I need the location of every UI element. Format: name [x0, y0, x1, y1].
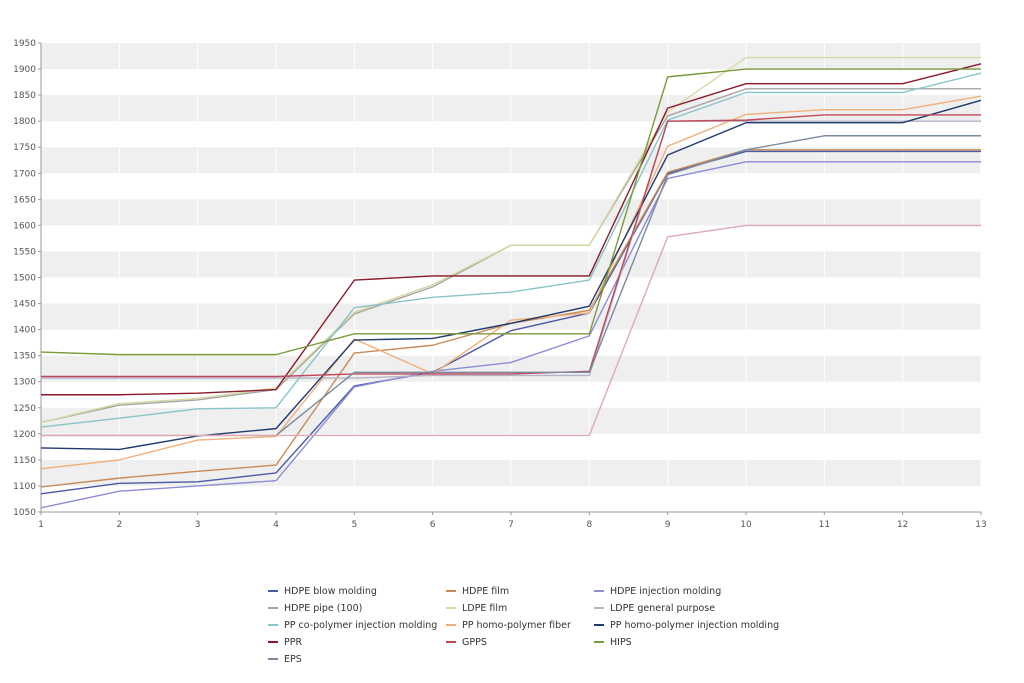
series-line-pp-co-polymer-injection-molding	[40, 72, 982, 428]
legend-item: PPR	[268, 637, 302, 653]
legend-swatch	[268, 657, 278, 660]
series-line-ppr	[41, 63, 982, 396]
legend-label: PP homo-polymer injection molding	[610, 620, 780, 631]
y-tick-label: 1850	[13, 91, 36, 101]
x-tick-label: 2	[116, 520, 122, 530]
legend-item: HDPE blow molding	[268, 586, 377, 602]
x-tick-label: 7	[508, 520, 514, 530]
y-tick-label: 1350	[13, 352, 36, 362]
legend-label: PPR	[284, 637, 303, 648]
legend-item: HDPE injection molding	[594, 586, 721, 602]
legend-swatch	[268, 623, 278, 626]
series-line-gpps	[41, 114, 981, 378]
series-line-hdpe-blow-molding	[40, 150, 981, 495]
x-tick-label: 5	[351, 520, 357, 530]
y-tick-label: 1450	[13, 300, 36, 310]
legend-item: LDPE film	[446, 603, 507, 619]
legend-label: EPS	[284, 654, 302, 665]
legend-swatch	[268, 640, 278, 643]
series-line-hdpe-injection-molding	[40, 161, 981, 509]
legend-item: EPS	[268, 654, 302, 670]
legend-swatch	[594, 606, 604, 609]
legend-swatch	[446, 640, 456, 643]
legend-item: HDPE pipe (100)	[268, 603, 362, 619]
y-tick-label: 1950	[13, 39, 36, 49]
legend-item: PP homo-polymer injection molding	[594, 620, 779, 636]
y-tick-label: 1600	[13, 221, 36, 231]
legend-item: PP co-polymer injection molding	[268, 620, 437, 636]
legend-label: LDPE film	[462, 603, 508, 614]
y-tick-label: 1900	[13, 65, 36, 75]
x-tick-label: 12	[897, 520, 908, 530]
legend-swatch	[594, 589, 604, 592]
series-line-hips	[40, 68, 981, 356]
legend-item: PP homo-polymer fiber	[446, 620, 571, 636]
y-tick-label: 1250	[13, 404, 36, 414]
x-tick-label: 6	[430, 520, 436, 530]
legend-swatch	[594, 623, 604, 626]
y-tick-label: 1500	[13, 274, 36, 284]
series-line-pp-homo-polymer-fiber	[40, 95, 982, 470]
legend-item: HDPE film	[446, 586, 509, 602]
y-tick-label: 1650	[13, 195, 36, 205]
legend-item: HIPS	[594, 637, 632, 653]
series-line-ldpe-general-purpose	[41, 120, 981, 379]
x-tick-label: 9	[665, 520, 671, 530]
legend-label: HDPE film	[462, 586, 510, 597]
chart-plot-svg: 1050 1100 1150 1200 1250 1300 1350 1400 1450 1500…	[13, 39, 987, 530]
series-line-ldpe-film	[40, 56, 981, 424]
legend-label: HDPE injection molding	[610, 586, 722, 597]
y-tick-label: 1550	[13, 247, 36, 257]
y-tick-label: 1200	[13, 430, 36, 440]
y-tick-label: 1150	[13, 456, 36, 466]
legend-label: HDPE pipe (100)	[284, 603, 363, 614]
legend-swatch	[446, 606, 456, 609]
x-tick-label: 10	[740, 520, 752, 530]
y-tick-label: 1750	[13, 143, 36, 153]
y-tick-label: 1700	[13, 169, 36, 179]
legend-label: GPPS	[462, 637, 487, 648]
y-tick-label: 1400	[13, 326, 36, 336]
y-tick-label: 1050	[13, 508, 36, 518]
legend-swatch	[268, 589, 278, 592]
legend-swatch	[446, 589, 456, 592]
legend-swatch	[594, 640, 604, 643]
legend-swatch	[446, 623, 456, 626]
x-tick-label: 8	[586, 520, 592, 530]
x-tick-label: 3	[195, 520, 201, 530]
legend-item: GPPS	[446, 637, 487, 653]
legend-label: PP homo-polymer fiber	[462, 620, 571, 631]
legend-swatch	[268, 606, 278, 609]
x-tick-label: 1	[38, 520, 44, 530]
legend-item: LDPE general purpose	[594, 603, 715, 619]
x-tick-label: 4	[273, 520, 279, 530]
y-tick-label: 1100	[13, 482, 36, 492]
x-tick-label: 11	[819, 520, 830, 530]
series-line-13	[41, 224, 981, 437]
y-tick-label: 1300	[13, 378, 36, 388]
legend-label: LDPE general purpose	[610, 603, 716, 614]
legend-label: HIPS	[610, 637, 632, 648]
legend-label: PP co-polymer injection molding	[284, 620, 438, 631]
x-tick-label: 13	[975, 520, 986, 530]
y-tick-label: 1800	[13, 117, 36, 127]
legend-label: HDPE blow molding	[284, 586, 377, 597]
